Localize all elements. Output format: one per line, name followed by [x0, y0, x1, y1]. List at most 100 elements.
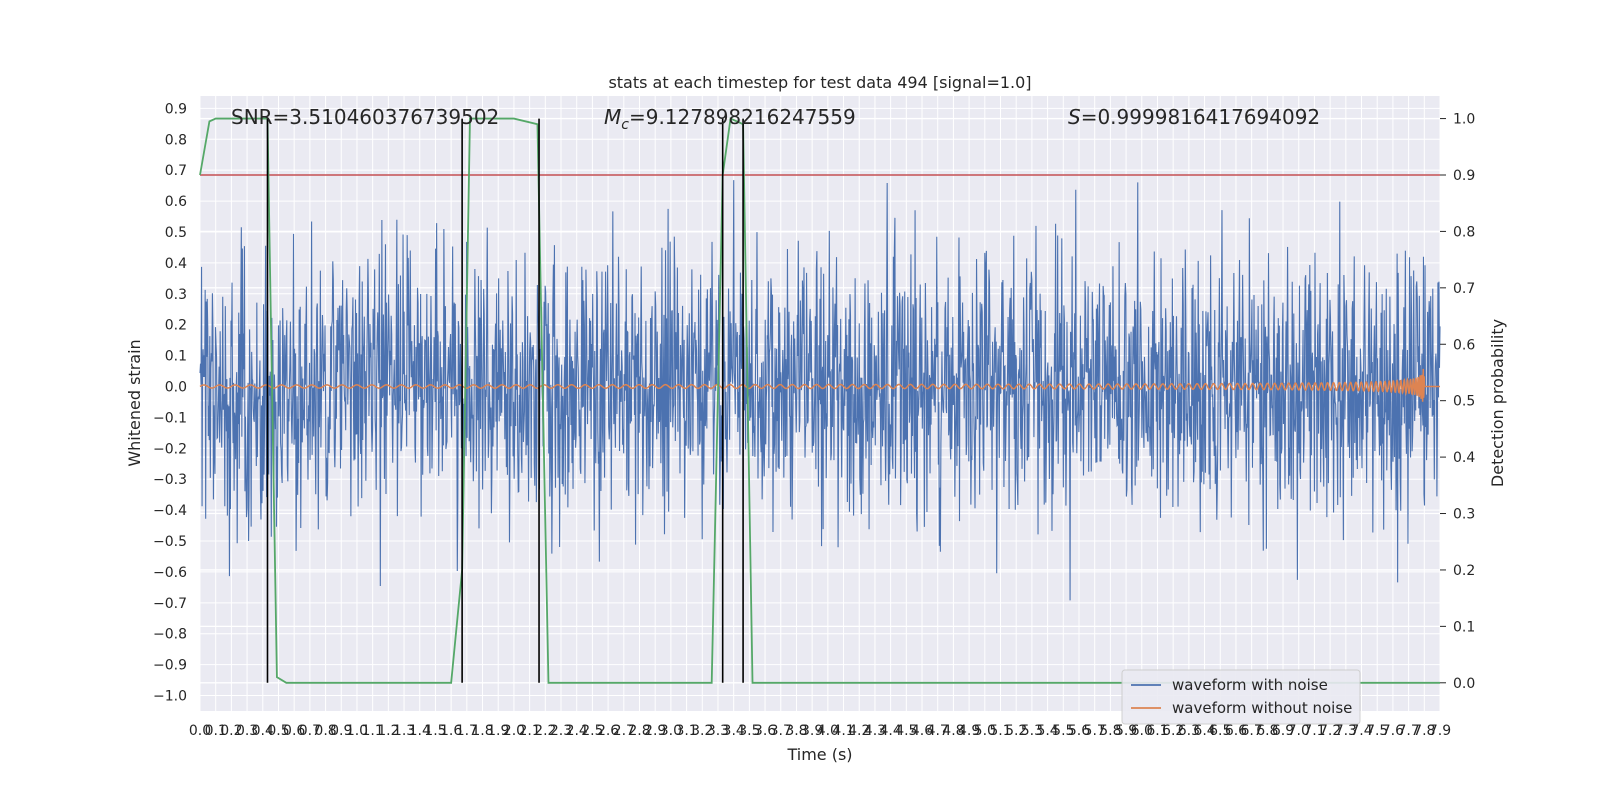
x-tick-label: 0.3 — [236, 723, 258, 739]
x-tick-label: 1.5 — [424, 723, 446, 739]
x-tick-label: 3.9 — [801, 723, 823, 739]
chirp-mass-annotation: Mc=9.127898216247559 — [604, 105, 856, 133]
y-tick-label-right: 0.6 — [1453, 337, 1475, 353]
x-tick-label: 0.0 — [189, 723, 211, 739]
y-tick-label-left: −0.1 — [153, 410, 187, 426]
clean-waveform-line — [199, 368, 1440, 402]
x-tick-label: 7.2 — [1319, 723, 1341, 739]
x-tick-label: 0.9 — [330, 723, 352, 739]
detection-probability-line — [199, 117, 1440, 684]
x-tick-label: 6.5 — [1209, 723, 1231, 739]
x-axis-label: Time (s) — [786, 745, 852, 764]
y-tick-label-left: −0.5 — [153, 534, 187, 550]
x-tick-label: 1.2 — [377, 723, 399, 739]
x-tick-label: 2.9 — [644, 723, 666, 739]
y-tick-label-right: 0.8 — [1453, 224, 1475, 240]
x-tick-label: 4.8 — [942, 723, 964, 739]
x-tick-label: 5.1 — [989, 723, 1011, 739]
noisy-waveform-line — [199, 180, 1441, 601]
snr-annotation: SNR=3.510460376739502 — [231, 105, 499, 129]
x-tick-label: 5.4 — [1036, 723, 1058, 739]
y-axis-label-left: Whitened strain — [125, 339, 144, 466]
x-tick-label: 1.7 — [456, 723, 478, 739]
x-tick-label: 1.4 — [409, 723, 431, 739]
x-tick-label: 5.9 — [1115, 723, 1137, 739]
x-tick-label: 6.0 — [1131, 723, 1153, 739]
y-tick-label-right: 0.0 — [1453, 676, 1475, 692]
score-annotation: S=0.9999816417694092 — [1068, 105, 1320, 129]
x-tick-label: 6.3 — [1178, 723, 1200, 739]
x-tick-label: 4.1 — [832, 723, 854, 739]
x-tick-label: 1.1 — [362, 723, 384, 739]
x-tick-label: 7.8 — [1413, 723, 1435, 739]
x-tick-label: 5.6 — [1068, 723, 1090, 739]
x-tick-label: 3.7 — [770, 723, 792, 739]
y-tick-label-right: 0.9 — [1453, 168, 1475, 184]
x-tick-label: 5.8 — [1099, 723, 1121, 739]
x-tick-label: 3.1 — [675, 723, 697, 739]
x-tick-label: 6.1 — [1146, 723, 1168, 739]
x-tick-label: 7.9 — [1429, 723, 1451, 739]
x-tick-label: 4.0 — [817, 723, 839, 739]
y-tick-label-left: 0.8 — [165, 132, 187, 148]
y-tick-label-right: 1.0 — [1453, 112, 1475, 128]
x-tick-label: 7.6 — [1382, 723, 1404, 739]
y-tick-label-right: 0.2 — [1453, 563, 1475, 579]
y-tick-label-left: 0.6 — [165, 194, 187, 210]
chart-title: stats at each timestep for test data 494… — [608, 73, 1031, 92]
y-tick-label-left: −0.9 — [153, 658, 187, 674]
x-tick-label: 1.8 — [471, 723, 493, 739]
series-clean — [199, 368, 1440, 402]
x-tick-label: 4.5 — [895, 723, 917, 739]
x-tick-label: 7.4 — [1350, 723, 1372, 739]
x-tick-label: 4.9 — [958, 723, 980, 739]
y-tick-label-left: 0.1 — [165, 349, 187, 365]
y-tick-label-left: 0.0 — [165, 380, 187, 396]
x-tick-label: 3.0 — [660, 723, 682, 739]
y-tick-label-left: 0.7 — [165, 163, 187, 179]
x-tick-label: 2.3 — [550, 723, 572, 739]
x-tick-label: 3.3 — [707, 723, 729, 739]
x-tick-label: 2.7 — [613, 723, 635, 739]
y-axis-label-right: Detection probability — [1488, 319, 1507, 487]
x-tick-label: 6.6 — [1225, 723, 1247, 739]
y-tick-label-left: −0.7 — [153, 596, 187, 612]
x-tick-label: 4.7 — [927, 723, 949, 739]
y-tick-label-right: 0.5 — [1453, 394, 1475, 410]
x-tick-label: 4.2 — [848, 723, 870, 739]
x-tick-label: 0.1 — [205, 723, 227, 739]
legend-label-clean: waveform without noise — [1172, 699, 1352, 717]
x-tick-label: 1.9 — [487, 723, 509, 739]
x-tick-label: 7.0 — [1288, 723, 1310, 739]
x-tick-label: 2.0 — [503, 723, 525, 739]
series-noisy — [199, 180, 1441, 601]
y-tick-label-left: −0.3 — [153, 472, 187, 488]
x-tick-label: 0.7 — [299, 723, 321, 739]
y-tick-label-left: −0.4 — [153, 503, 187, 519]
x-tick-label: 2.2 — [534, 723, 556, 739]
x-tick-label: 6.9 — [1272, 723, 1294, 739]
x-tick-label: 2.4 — [566, 723, 588, 739]
x-tick-label: 4.6 — [911, 723, 933, 739]
tick-labels: 0.00.10.20.30.40.50.60.70.80.91.01.11.21… — [153, 101, 1475, 739]
x-tick-label: 1.0 — [346, 723, 368, 739]
x-tick-label: 0.4 — [252, 723, 274, 739]
x-tick-label: 1.3 — [393, 723, 415, 739]
x-tick-label: 2.6 — [597, 723, 619, 739]
y-tick-label-right: 0.3 — [1453, 507, 1475, 523]
x-tick-label: 7.5 — [1366, 723, 1388, 739]
x-tick-label: 6.8 — [1256, 723, 1278, 739]
y-tick-label-left: 0.3 — [165, 287, 187, 303]
x-tick-label: 2.5 — [581, 723, 603, 739]
x-tick-label: 7.7 — [1397, 723, 1419, 739]
x-tick-label: 3.5 — [738, 723, 760, 739]
x-tick-label: 5.7 — [1084, 723, 1106, 739]
legend-box — [1121, 669, 1361, 725]
y-tick-label-right: 0.7 — [1453, 281, 1475, 297]
y-tick-label-left: −0.8 — [153, 627, 187, 643]
x-tick-label: 5.3 — [1021, 723, 1043, 739]
detection-overlay — [199, 117, 1440, 684]
x-tick-label: 3.6 — [754, 723, 776, 739]
y-tick-label-left: −0.6 — [153, 565, 187, 581]
